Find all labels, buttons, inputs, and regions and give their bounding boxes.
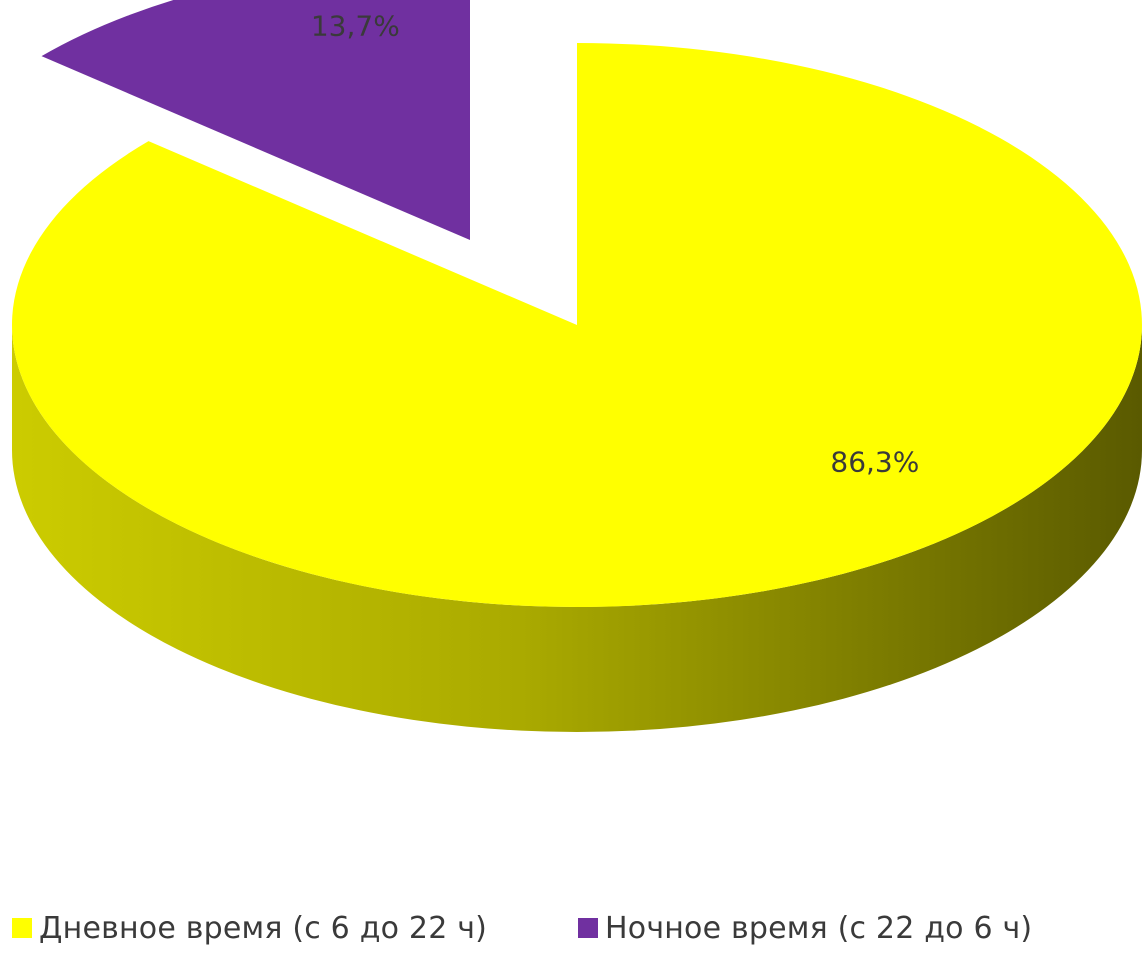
data-label-night: 13,7%	[311, 10, 400, 43]
legend-item-day: Дневное время (с 6 до 22 ч)	[12, 906, 487, 950]
legend-item-night: Ночное время (с 22 до 6 ч)	[578, 906, 1032, 950]
legend: Дневное время (с 6 до 22 ч) Ночное время…	[0, 906, 1143, 950]
legend-label-night: Ночное время (с 22 до 6 ч)	[605, 910, 1033, 946]
labels-layer: 86,3% 13,7%	[311, 10, 919, 479]
slice-day-top	[11, 43, 1142, 607]
slice-night-top	[41, 0, 470, 240]
legend-swatch-day	[12, 918, 32, 938]
slice-day-side	[12, 325, 1142, 732]
legend-label-day: Дневное время (с 6 до 22 ч)	[39, 910, 488, 946]
slices-layer	[11, 0, 1142, 732]
data-label-day: 86,3%	[830, 445, 919, 478]
legend-swatch-night	[578, 918, 598, 938]
